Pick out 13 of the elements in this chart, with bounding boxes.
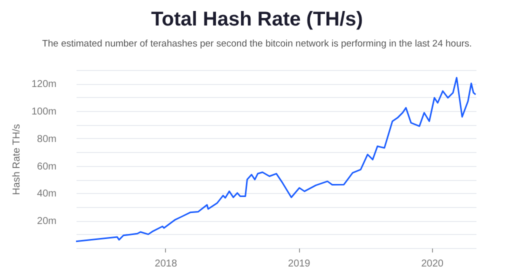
y-tick-label: 60m (37, 161, 56, 172)
y-tick-label: 20m (37, 216, 56, 228)
y-tick-label: 40m (37, 188, 56, 200)
x-tick-label: 2018 (154, 258, 178, 270)
chart-subtitle: The estimated number of terahashes per second the bitcoin network is performing in the last 24 hours. (42, 38, 472, 50)
y-tick-label: 120m (31, 79, 56, 90)
y-tick-label: 80m (37, 134, 56, 145)
x-tick-label: 2020 (421, 258, 444, 270)
y-axis-title: Hash Rate TH/s (11, 124, 22, 195)
chart-title: Total Hash Rate (TH/s) (151, 8, 363, 30)
line-series (76, 76, 476, 242)
y-tick-label: 100m (31, 106, 56, 118)
x-tick-label: 2019 (288, 258, 311, 270)
